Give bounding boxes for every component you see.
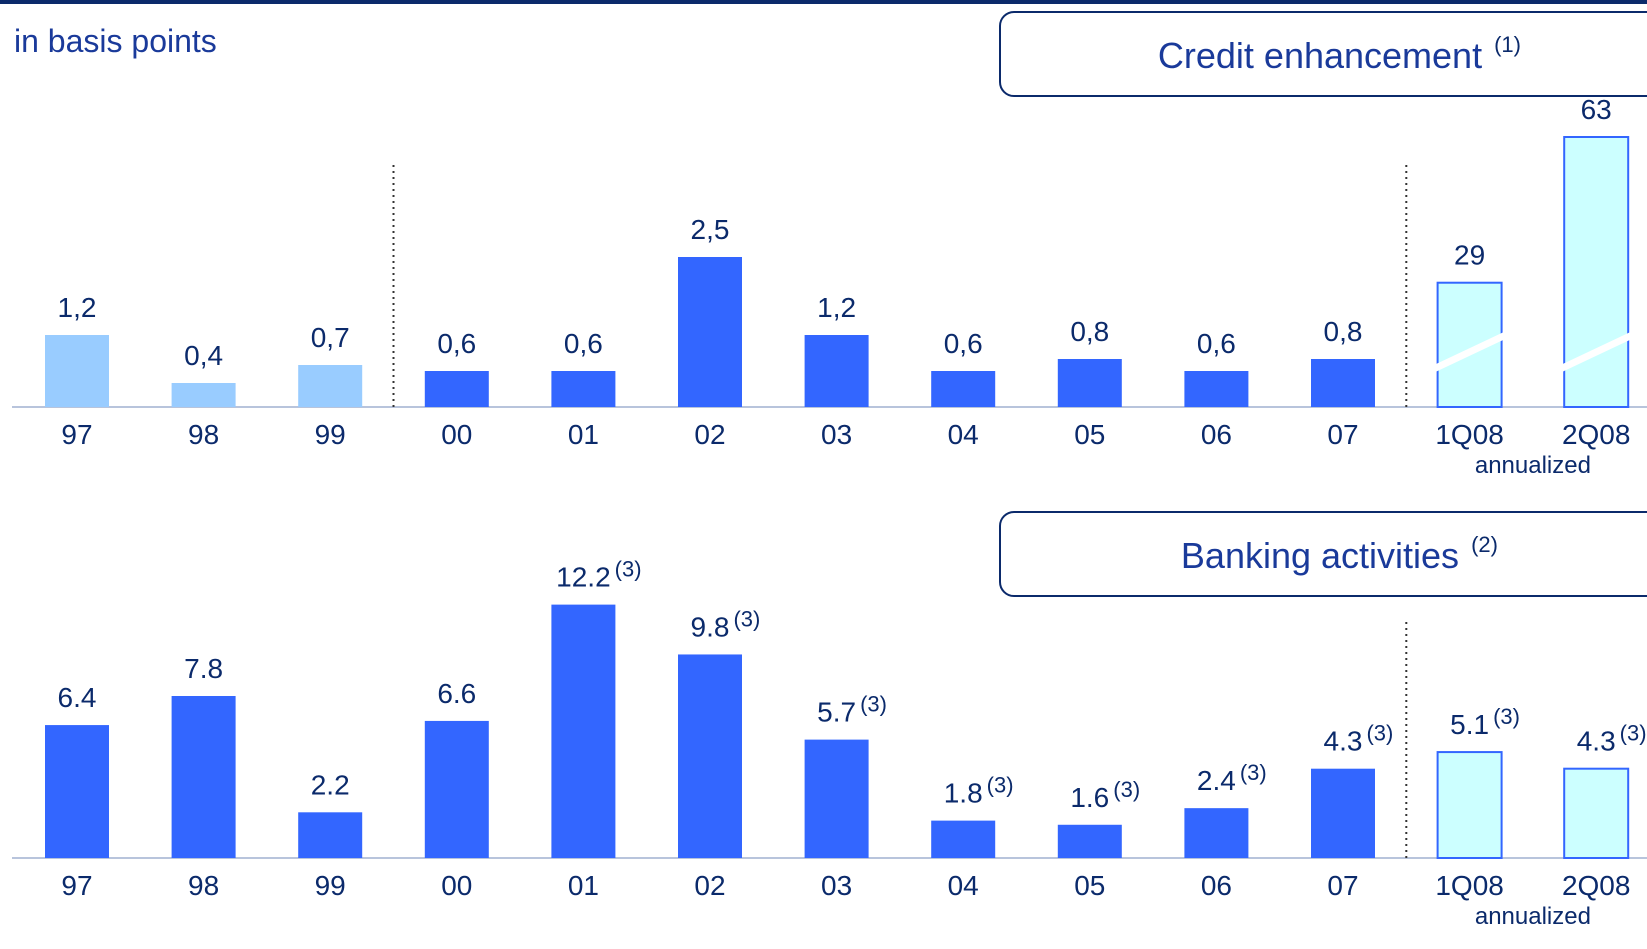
bar — [171, 696, 236, 858]
subtitle: in basis points — [14, 23, 217, 59]
panel-title-note: (1) — [1494, 32, 1521, 57]
x-tick-label: 99 — [315, 419, 346, 450]
x-tick-label: 06 — [1201, 870, 1232, 901]
value-label: 4.3 — [1577, 726, 1616, 757]
bar — [678, 257, 742, 407]
x-tick-label: 00 — [441, 870, 472, 901]
bar — [298, 365, 363, 407]
panel-title: Credit enhancement — [1158, 35, 1482, 76]
bar — [45, 725, 109, 858]
annotation: annualized — [1475, 452, 1591, 479]
bar — [1311, 359, 1375, 407]
value-label: 1.6 — [1070, 782, 1109, 813]
value-label: 4.3 — [1324, 726, 1363, 757]
value-label: 6.6 — [437, 678, 476, 709]
title-box — [999, 11, 1647, 97]
bar — [1184, 808, 1249, 858]
value-label: 0,8 — [1070, 316, 1109, 347]
value-label: 0,7 — [311, 322, 350, 353]
axis-break — [1558, 331, 1634, 373]
value-label: 9.8 — [691, 611, 730, 642]
value-label: 12.2 — [556, 562, 611, 593]
value-note: (3) — [1240, 760, 1267, 785]
value-note: (3) — [1113, 777, 1140, 802]
x-tick-label: 05 — [1074, 419, 1105, 450]
bar — [1436, 751, 1503, 859]
value-label: 0,4 — [184, 340, 223, 371]
title-box — [999, 511, 1647, 597]
x-tick-label: 04 — [948, 419, 979, 450]
x-tick-label: 01 — [568, 870, 599, 901]
x-tick-label: 03 — [821, 419, 852, 450]
value-label: 1,2 — [817, 292, 856, 323]
x-tick-label: 04 — [948, 870, 979, 901]
bar — [931, 820, 996, 858]
x-tick-label: 01 — [568, 419, 599, 450]
value-label: 0,6 — [437, 328, 476, 359]
x-tick-label: 02 — [694, 419, 725, 450]
bar — [551, 604, 616, 858]
x-tick-label: 1Q08 — [1435, 419, 1504, 450]
value-label: 2.2 — [311, 769, 350, 800]
bar — [424, 720, 489, 858]
x-tick-label: 00 — [441, 419, 472, 450]
value-label: 1.8 — [944, 778, 983, 809]
bar — [804, 739, 869, 858]
x-tick-label: 97 — [61, 419, 92, 450]
x-tick-label: 03 — [821, 870, 852, 901]
bar — [931, 371, 996, 407]
bar — [45, 335, 109, 407]
value-label: 2.4 — [1197, 765, 1236, 796]
panel-title-note: (2) — [1471, 532, 1498, 557]
annotation: annualized — [1475, 903, 1591, 930]
value-label: 5.1 — [1450, 709, 1489, 740]
x-tick-label: 06 — [1201, 419, 1232, 450]
bar — [1563, 767, 1630, 860]
bar — [1057, 824, 1122, 858]
bar — [171, 383, 236, 407]
bar — [424, 371, 489, 407]
value-label: 0,6 — [944, 328, 983, 359]
value-label: 63 — [1581, 94, 1612, 125]
x-tick-label: 97 — [61, 870, 92, 901]
bar — [804, 335, 869, 407]
value-note: (3) — [733, 606, 760, 631]
value-note: (3) — [987, 773, 1014, 798]
bar — [1184, 371, 1249, 407]
value-label: 5.7 — [817, 697, 856, 728]
bar — [298, 812, 363, 858]
x-tick-label: 98 — [188, 419, 219, 450]
value-label: 1,2 — [58, 292, 97, 323]
x-tick-label: 07 — [1327, 870, 1358, 901]
value-label: 2,5 — [691, 214, 730, 245]
bar — [678, 654, 742, 858]
bar — [1311, 768, 1375, 858]
value-note: (3) — [1366, 721, 1393, 746]
bar — [1057, 359, 1122, 407]
x-tick-label: 2Q08 — [1562, 870, 1631, 901]
value-note: (3) — [615, 557, 642, 582]
value-label: 7.8 — [184, 653, 223, 684]
value-note: (3) — [1493, 704, 1520, 729]
x-tick-label: 98 — [188, 870, 219, 901]
x-tick-label: 1Q08 — [1435, 870, 1504, 901]
value-label: 0,6 — [564, 328, 603, 359]
x-tick-label: 05 — [1074, 870, 1105, 901]
bar — [1563, 136, 1630, 408]
value-label: 29 — [1454, 240, 1485, 271]
bar — [551, 371, 616, 407]
value-label: 0,8 — [1324, 316, 1363, 347]
value-note: (3) — [1620, 721, 1647, 746]
top-rule — [0, 0, 1647, 4]
x-tick-label: 2Q08 — [1562, 419, 1631, 450]
axis-break — [1432, 331, 1508, 373]
x-tick-label: 02 — [694, 870, 725, 901]
x-tick-label: 07 — [1327, 419, 1358, 450]
value-label: 6.4 — [58, 682, 97, 713]
x-tick-label: 99 — [315, 870, 346, 901]
value-note: (3) — [860, 692, 887, 717]
value-label: 0,6 — [1197, 328, 1236, 359]
panel-title: Banking activities — [1181, 535, 1459, 576]
